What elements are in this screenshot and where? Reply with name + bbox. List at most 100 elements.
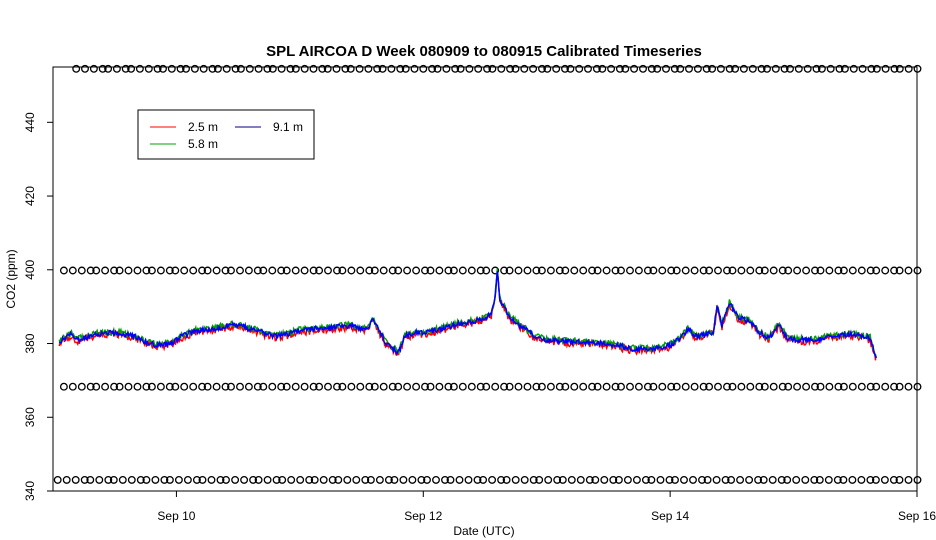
flag-marker-circle	[757, 64, 766, 73]
flag-marker-circle	[68, 382, 77, 391]
flag-marker-circle	[259, 382, 268, 391]
flag-marker-circle	[555, 266, 564, 275]
flag-marker-circle	[254, 64, 263, 73]
flag-marker-circle	[579, 266, 588, 275]
flag-marker-circle	[591, 475, 600, 484]
flag-marker-circle	[784, 266, 793, 275]
flag-marker-circle	[881, 382, 890, 391]
flag-marker-circle	[658, 266, 667, 275]
flag-marker-circle	[421, 266, 429, 275]
flag-marker-circle	[221, 266, 230, 275]
flag-marker-circle	[203, 266, 212, 275]
flag-marker-circle	[160, 475, 169, 484]
flag-marker-circle	[144, 64, 153, 73]
y-tick-label: 380	[23, 333, 37, 353]
flag-marker-circle	[848, 266, 857, 275]
flag-marker-circle	[500, 266, 509, 275]
flag-marker-circle	[690, 266, 699, 275]
flag-marker-circle	[355, 64, 364, 73]
flag-marker-circle	[464, 475, 473, 484]
flag-marker-circle	[857, 382, 866, 391]
flag-marker-circle	[174, 475, 183, 484]
flag-marker-circle	[80, 475, 89, 484]
flag-marker-circle	[379, 382, 388, 391]
flag-marker-circle	[561, 266, 570, 275]
flag-marker-circle	[277, 64, 286, 73]
flag-marker-circle	[124, 382, 133, 391]
flag-marker-circle	[889, 475, 898, 484]
flag-marker-circle	[506, 64, 515, 73]
flag-marker-circle	[77, 266, 86, 275]
flag-marker-circle	[570, 382, 579, 391]
flag-marker-circle	[567, 475, 576, 484]
flag-marker-circle	[716, 64, 725, 73]
flag-marker-circle	[310, 475, 319, 484]
flag-marker-circle	[760, 382, 769, 391]
flag-marker-circle	[699, 266, 708, 275]
flag-marker-circle	[725, 64, 734, 73]
flag-marker-circle	[585, 475, 594, 484]
flag-marker-circle	[435, 382, 444, 391]
flag-marker-circle	[913, 64, 922, 73]
flag-marker-circle	[523, 266, 532, 275]
flag-marker-circle	[476, 382, 485, 391]
flag-marker-circle	[53, 475, 62, 484]
flag-marker-circle	[189, 382, 198, 391]
flag-marker-circle	[890, 382, 899, 391]
flag-marker-circle	[483, 64, 492, 73]
flag-marker-circle	[641, 475, 650, 484]
flag-marker-circle	[681, 266, 690, 275]
flag-marker-circle	[198, 475, 207, 484]
flag-marker-circle	[866, 382, 875, 391]
flag-marker-circle	[728, 382, 737, 391]
flag-marker-circle	[826, 64, 835, 73]
flag-marker-circle	[769, 266, 778, 275]
flag-marker-circle	[553, 475, 562, 484]
flag-marker-circle	[617, 266, 625, 275]
flag-marker-circle	[698, 475, 706, 484]
flag-marker-circle	[529, 475, 538, 484]
flag-marker-circle	[693, 64, 702, 73]
flag-marker-circle	[352, 475, 361, 484]
flag-marker-circle	[760, 266, 769, 275]
flag-marker-circle	[667, 382, 676, 391]
flag-marker-circle	[189, 266, 198, 275]
series-line-2-5m	[58, 271, 877, 361]
flag-marker-circle	[600, 475, 609, 484]
x-tick-label: Sep 10	[157, 509, 195, 523]
flag-marker-circle	[127, 64, 136, 73]
flag-marker-circle	[647, 64, 656, 73]
flag-marker-circle	[101, 266, 110, 275]
flag-marker-circle	[754, 475, 763, 484]
flag-marker-circle	[121, 64, 130, 73]
flag-marker-circle	[458, 266, 467, 275]
flag-marker-circle	[584, 64, 592, 73]
flag-marker-circle	[746, 382, 755, 391]
x-axis-ticks: Sep 10 Sep 12 Sep 14 Sep 16	[157, 491, 936, 523]
flag-marker-circle	[142, 266, 151, 275]
flag-marker-circle	[617, 382, 625, 391]
flag-marker-circle	[309, 382, 318, 391]
flag-marker-circle	[714, 382, 722, 391]
flag-markers	[53, 64, 922, 484]
flag-marker-circle	[555, 382, 564, 391]
flag-marker-circle	[771, 64, 780, 73]
flag-marker-circle	[136, 475, 145, 484]
flag-marker-circle	[272, 475, 281, 484]
flag-marker-circle	[552, 64, 561, 73]
flag-marker-circle	[746, 266, 755, 275]
flag-marker-circle	[520, 475, 529, 484]
flag-marker-circle	[913, 382, 922, 391]
flag-marker-circle	[378, 64, 387, 73]
flag-marker-circle	[253, 382, 262, 391]
flag-marker-circle	[671, 475, 679, 484]
flag-marker-circle	[254, 475, 263, 484]
flag-marker-circle	[451, 64, 460, 73]
flag-marker-circle	[632, 475, 641, 484]
flag-marker-circle	[505, 382, 514, 391]
flag-marker-circle	[793, 266, 802, 275]
flag-marker-circle	[780, 64, 789, 73]
flag-marker-circle	[803, 64, 812, 73]
flag-marker-circle	[611, 382, 620, 391]
flag-marker-circle	[643, 266, 652, 275]
